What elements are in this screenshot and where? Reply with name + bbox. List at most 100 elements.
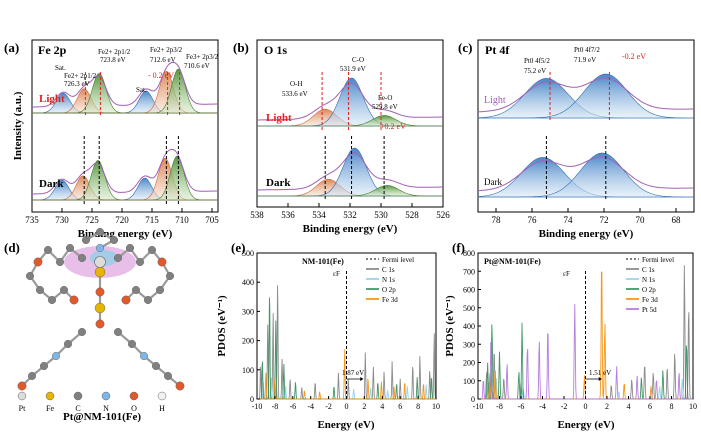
panel-c-ann-752: 75.2 eV <box>524 67 546 75</box>
panel-e-legend-label-4: Fe 3d <box>382 296 398 304</box>
panel-f-ytick-label-5: 500 <box>463 304 475 313</box>
panel-e-xtick-label-10: 10 <box>432 402 440 411</box>
panel-e-xtick-label-8: 6 <box>398 402 402 411</box>
panel-f-ytick-label-0: 0 <box>471 395 475 404</box>
atom-c-30 <box>113 328 122 337</box>
panel-c-xtick-label-4: 70 <box>636 215 646 225</box>
panel-a-dark-label: Dark <box>39 178 64 190</box>
panel-label-f: (f) <box>452 240 465 255</box>
panel-e-xtick-label-9: 8 <box>416 402 420 411</box>
panel-e-xtick-label-4: -2 <box>325 402 332 411</box>
legend-atom-o <box>129 391 139 401</box>
panel-a-ann-710: 710.6 eV <box>184 62 210 70</box>
atom-c-38 <box>109 235 118 244</box>
legend-label-fe: Fe <box>46 404 54 413</box>
panel-a-ann-fe2-32: Fe2+ 2p3/2 <box>150 46 183 54</box>
panel-f-xtick-label-9: 8 <box>670 402 674 411</box>
panel-f-legend-label-1: C 1s <box>642 266 655 274</box>
panel-a-ann-723: 723.8 eV <box>100 56 126 64</box>
panel-c-dark-envelope <box>477 156 694 192</box>
panel-f-xtick-label-1: -8 <box>496 402 503 411</box>
panel-c-frame <box>477 39 695 213</box>
panel-a-dark-envelope <box>32 148 218 195</box>
atom-c-31 <box>127 340 136 349</box>
panel-a-xtick-label-5: 710 <box>175 215 189 225</box>
legend-atom-h <box>157 391 167 401</box>
panel-e-xtick-label-0: -10 <box>252 402 263 411</box>
panel-a-ann-fe2-12: Fe2+ 2p1/2 <box>98 48 131 56</box>
panel-c-dark-peak-1 <box>478 152 694 198</box>
panel-f-xtick-label-8: 6 <box>648 402 652 411</box>
atom-fe-2 <box>94 302 106 314</box>
panel-e-gap: 1.87 eV <box>342 369 364 377</box>
panel-e-xtick-label-2: -6 <box>289 402 296 411</box>
panel-e-gap-arrowhead <box>360 377 364 381</box>
atom-c-17 <box>147 245 156 254</box>
panel-c-title: Pt 4f <box>485 43 510 57</box>
panel-b-xtick-label-4: 530 <box>374 210 388 220</box>
legend-atom-pt <box>17 391 27 401</box>
panel-a-ylabel: Intensity (a.u.) <box>12 91 24 160</box>
panel-e-inset-title: NM-101(Fe) <box>302 257 344 266</box>
panel-b-xtick-label-3: 532 <box>343 210 357 220</box>
panel-c-xtick-label-0: 78 <box>492 215 502 225</box>
atom-o-1 <box>95 287 105 297</box>
atom-c-4 <box>77 253 86 262</box>
panel-b-ann-feo: Fe-O <box>378 94 392 102</box>
panel-c-xlabel: Binding energy (eV) <box>539 228 634 240</box>
panel-e-ytick-label-1: 100 <box>242 366 254 375</box>
panel-a-shift: - 0.2 eV <box>148 71 174 80</box>
panel-a-frame <box>31 39 219 213</box>
panel-c-ann-719: 71.9 eV <box>574 56 596 64</box>
panel-a-xticks: 735 730 725 720 715 710 705 <box>25 208 219 225</box>
panel-b-xtick-label-2: 534 <box>312 210 326 220</box>
panel-b-ann-531: 531.9 eV <box>340 65 366 73</box>
panel-e-ytick-label-2: 200 <box>242 337 254 346</box>
legend-label-h: H <box>159 404 165 413</box>
panel-c-shift: -0.2 eV <box>622 52 646 61</box>
atom-c-6 <box>56 258 65 267</box>
atom-fe-0 <box>94 266 106 278</box>
panel-b-xtick-label-6: 526 <box>436 210 450 220</box>
panel-e-xtick-label-5: 0 <box>345 402 349 411</box>
panel-b-shift: +0.2 eV <box>380 122 406 131</box>
panel-e-legend-label-1: C 1s <box>382 266 395 274</box>
panel-a-dark-peak-5 <box>32 155 218 201</box>
panel-a-ann-sat2: Sat. <box>136 86 147 94</box>
panel-f-ytick-label-7: 700 <box>463 267 475 276</box>
panel-b-ann-529: 529.8 eV <box>372 103 398 111</box>
panel-b-ann-533: 533.6 eV <box>282 90 308 98</box>
panel-b-xtick-label-5: 528 <box>405 210 419 220</box>
panel-e-xtick-label-1: -8 <box>272 402 279 411</box>
panel-b-light-envelope <box>257 82 443 121</box>
panel-e-ytick-label-0: 0 <box>250 395 254 404</box>
panel-f-legend-label-3: O 2p <box>642 286 656 294</box>
panel-b-xtick-label-0: 538 <box>250 210 264 220</box>
panel-f-xticks: -10 -8 -6 -4 -2 0 2 4 6 8 10 <box>473 396 697 411</box>
panel-a-title: Fe 2p <box>38 43 67 57</box>
panel-b-xlabel: Binding energy (eV) <box>303 223 398 235</box>
panel-c-xtick-label-1: 76 <box>528 215 538 225</box>
panel-c-pt4f: (c) Pt 4f 78 76 74 72 70 68 Binding energy (e… <box>458 39 695 240</box>
panel-f-legend: Fermi level C 1s N 1s O 2p Fe 3d Pt 5d <box>626 256 674 314</box>
panel-c-xtick-label-5: 68 <box>672 215 682 225</box>
atom-o-35 <box>175 381 185 391</box>
panel-a-plot <box>32 61 218 204</box>
panel-label-b: (b) <box>233 40 249 55</box>
panel-d-structure: (d) Pt Fe C N O H Pt@NM-101(Fe) <box>4 227 185 423</box>
panel-f-ytick-label-3: 300 <box>463 340 475 349</box>
panel-f-ylabel: PDOS (eV⁻¹) <box>444 295 456 357</box>
panel-f-inset-title: Pt@NM-101(Fe) <box>484 257 541 266</box>
panel-a-ann-712: 712.6 eV <box>150 56 176 64</box>
panel-b-o1s: (b) O 1s 538 536 534 532 530 528 526 Binding e… <box>233 39 450 235</box>
atom-c-9 <box>26 272 35 281</box>
panel-e-xlabel: Energy (eV) <box>317 419 374 431</box>
atom-c-24 <box>77 328 86 337</box>
panel-b-xticks: 538 536 534 532 530 528 526 <box>250 203 450 220</box>
panel-c-xtick-label-2: 74 <box>564 215 574 225</box>
panel-a-xtick-label-0: 735 <box>25 215 39 225</box>
panel-a-light-peak-5 <box>32 68 218 114</box>
panel-e-pdos: (e) -10 -8 -6 -4 -2 0 2 4 6 8 10 0100200300400500 … <box>216 240 440 431</box>
panel-label-e: (e) <box>231 240 245 255</box>
panel-f-gap-arrowhead <box>598 377 602 381</box>
